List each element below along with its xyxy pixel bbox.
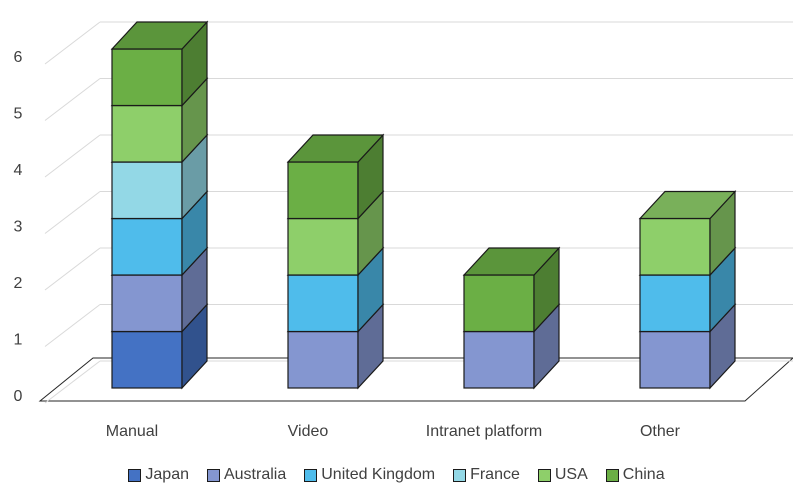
bar-front [111,161,183,220]
y-tick-label: 5 [14,106,23,123]
legend-swatch [537,468,551,482]
y-tick-label: 0 [14,388,23,405]
bar-top [638,190,737,220]
x-tick-label: Intranet platform [426,423,543,440]
gridline-side [44,247,101,291]
bar-front [111,274,183,333]
bar-front [639,330,711,389]
legend-item: Australia [206,466,287,484]
legend-item: China [605,466,665,484]
bar-top [462,247,561,276]
y-tick-label: 1 [14,332,23,349]
x-tick-label: Video [288,423,329,440]
bar-front [639,217,711,276]
bar-front [287,161,359,220]
legend-item: Japan [128,466,189,484]
gridline-side [44,304,101,347]
bar-front [287,330,359,389]
bar-top [110,21,209,50]
bar-top [286,134,385,163]
legend-item: France [453,466,520,484]
bar-front [463,330,535,389]
legend-label: USA [554,466,588,483]
floor [38,357,793,402]
bar-front [463,274,535,333]
bar-segment [462,246,561,334]
bars [110,20,737,390]
legend-swatch [453,468,467,482]
gridline-side [44,78,101,121]
x-tick-label: Other [640,423,681,440]
stacked-bar-chart: 0 1 2 3 4 5 6 Manual Video Intranet platform Othe… [14,20,793,440]
bar-front [287,217,359,276]
legend-label: Australia [223,466,287,483]
legend-swatch [128,468,142,482]
gridline-side [44,191,101,234]
legend-item: USA [537,466,588,484]
y-axis-tick-labels: 0 1 2 3 4 5 6 [14,49,23,405]
bar-front [111,330,183,389]
bar-segment [638,189,737,277]
bar-front [287,274,359,333]
bar-front [111,104,183,163]
x-tick-label: Manual [106,423,158,440]
bar-front [639,274,711,333]
bar-front [111,217,183,276]
gridline-side [44,360,101,404]
y-tick-label: 4 [14,162,23,179]
legend-swatch [304,468,318,482]
legend-swatch [206,468,220,482]
gridline-side [44,21,101,65]
y-tick-label: 6 [14,49,23,66]
gridline-side [44,134,101,178]
bar-front [111,48,183,107]
bar-segment [110,20,209,108]
legend-item: United Kingdom [304,466,435,484]
y-tick-label: 2 [14,275,23,292]
bar-segment [286,133,385,221]
y-tick-label: 3 [14,219,23,236]
legend-label: China [622,466,665,483]
legend-label: Japan [145,466,189,483]
legend-label: United Kingdom [321,466,436,483]
legend-swatch [605,468,619,482]
legend-label: France [470,466,520,483]
legend: Japan Australia United Kingdom France USA Chi… [0,466,793,484]
x-axis-tick-labels: Manual Video Intranet platform Other [106,423,681,440]
